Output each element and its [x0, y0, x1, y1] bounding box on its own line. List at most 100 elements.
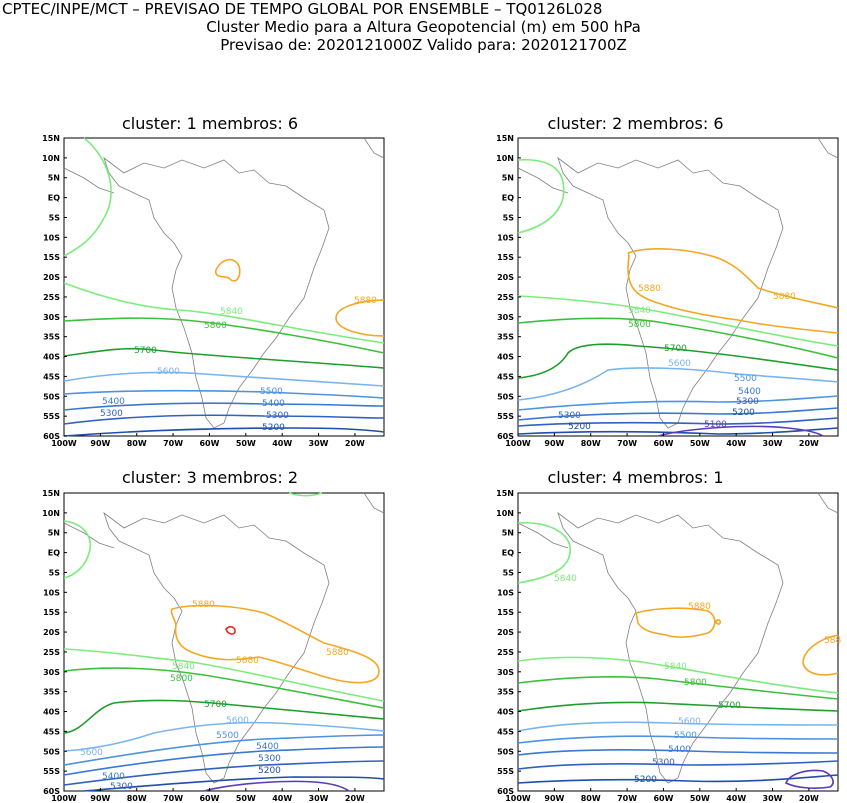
contour-5880: [627, 248, 839, 334]
lat-tick-label: 25S: [497, 293, 514, 302]
lon-tick-label: 70W: [163, 794, 183, 803]
contour-5300: [63, 414, 385, 425]
lon-tick-label: 40W: [726, 439, 746, 446]
contour-5880-interior: [635, 607, 716, 638]
lon-tick-label: 100W: [51, 794, 77, 803]
contour-5840: [517, 295, 839, 347]
lon-tick-label: 90W: [544, 794, 564, 803]
lat-tick-label: 55S: [43, 767, 60, 776]
contour-label: 5840: [628, 306, 651, 316]
lat-tick-label: EQ: [48, 549, 60, 558]
lat-tick-label: 45S: [497, 727, 514, 736]
lat-tick-label: 45S: [43, 372, 60, 381]
contour-5880-east: [802, 634, 839, 676]
contour-label: 5300: [100, 409, 123, 419]
lon-tick-label: 50W: [690, 439, 710, 446]
contour-5100: [784, 769, 834, 789]
contour-label: 5600: [157, 367, 180, 377]
lat-tick-label: EQ: [502, 194, 514, 203]
lon-tick-label: 90W: [90, 794, 110, 803]
africa-coast: [817, 492, 839, 514]
contour-label: 5700: [204, 700, 227, 710]
lat-tick-label: 50S: [497, 747, 514, 756]
coastline: [557, 156, 784, 429]
contour-5100: [203, 780, 350, 792]
map-frame: [517, 137, 839, 437]
panel-cluster-1: cluster: 1 membros: 6 5880 5840 5800 570: [0, 110, 420, 446]
header-title-line: CPTEC/INPE/MCT – PREVISAO DE TEMPO GLOBA…: [2, 0, 603, 18]
contour-label: 5400: [102, 397, 125, 407]
lat-tick-label: 5N: [48, 174, 60, 183]
lat-tick-label: 25S: [43, 648, 60, 657]
contour-label: 5500: [674, 731, 697, 741]
contour-5300: [517, 760, 839, 770]
map-panel-2: 5880 5880 5840 5800 5700 5600 5500 5400 …: [496, 134, 839, 446]
lat-tick-label: 5N: [502, 174, 514, 183]
contour-5800: [63, 667, 385, 709]
coastline: [557, 511, 784, 784]
lon-tick-label: 100W: [505, 439, 531, 446]
lat-tick-label: 40S: [497, 708, 514, 717]
contour-5920: [225, 626, 236, 635]
contour-label: 5400: [262, 399, 285, 409]
lon-axis: 100W 90W 80W 70W 60W 50W 40W 30W 20W: [51, 433, 365, 446]
lat-tick-label: EQ: [502, 549, 514, 558]
contour-5840: [63, 282, 385, 344]
lon-tick-label: 70W: [163, 439, 183, 446]
contour-label: 5300: [266, 411, 289, 421]
contour-5840-ne: [288, 492, 323, 497]
panel-cluster-2: cluster: 2 membros: 6 5880 5880 5840 580…: [424, 110, 847, 446]
contour-5500: [63, 389, 385, 399]
contour-5300: [517, 417, 839, 427]
contour-label: 5840: [220, 307, 243, 317]
contour-5400: [63, 746, 385, 776]
contour-5880-closed-interior: [214, 258, 241, 282]
lat-tick-label: 30S: [497, 668, 514, 677]
contour-label: 5300: [652, 758, 675, 768]
contour-5880-east: [335, 299, 385, 337]
contour-label: 5600: [668, 359, 691, 369]
central-america-coast: [63, 522, 115, 549]
lat-tick-label: 50S: [43, 747, 60, 756]
contour-label: 5880: [192, 600, 215, 610]
contour-label: 5300: [558, 411, 581, 421]
header-subtitle-line: Cluster Medio para a Altura Geopotencial…: [206, 18, 641, 36]
lon-tick-label: 20W: [799, 794, 819, 803]
contour-label: 5100: [704, 420, 727, 430]
contour-5700: [517, 701, 839, 712]
lat-tick-label: 20S: [43, 628, 60, 637]
lat-tick-label: EQ: [48, 194, 60, 203]
lon-axis: 100W 90W 80W 70W 60W 50W 40W 30W 20W: [51, 788, 365, 803]
lon-tick-label: 60W: [653, 794, 673, 803]
contour-5500: [517, 735, 839, 744]
central-america-coast: [517, 522, 569, 549]
contour-5700: [63, 347, 385, 369]
contour-label: 588: [824, 636, 841, 646]
lat-tick-label: 10N: [496, 154, 514, 163]
africa-coast: [363, 492, 385, 514]
lon-tick-label: 90W: [90, 439, 110, 446]
contour-5500: [517, 395, 839, 411]
contour-label: 5200: [258, 766, 281, 776]
lat-tick-label: 35S: [497, 688, 514, 697]
contour-5100: [657, 425, 824, 437]
contour-5880: [170, 604, 380, 684]
lon-axis: 100W 90W 80W 70W 60W 50W 40W 30W 20W: [505, 788, 819, 803]
contour-label: 5400: [102, 772, 125, 782]
lat-tick-label: 35S: [43, 333, 60, 342]
contour-5200: [63, 427, 385, 437]
lon-tick-label: 100W: [505, 794, 531, 803]
lat-tick-label: 55S: [497, 767, 514, 776]
lat-tick-label: 15N: [42, 134, 60, 143]
contour-label: 5300: [110, 782, 133, 792]
lon-axis: 100W 90W 80W 70W 60W 50W 40W 30W 20W: [505, 433, 819, 446]
panel-title: cluster: 4 membros: 1: [547, 468, 724, 487]
contour-label: 5840: [172, 662, 195, 672]
lat-tick-label: 60S: [497, 787, 514, 796]
figure-header: CPTEC/INPE/MCT – PREVISAO DE TEMPO GLOBA…: [0, 0, 847, 54]
panel-title: cluster: 1 membros: 6: [121, 114, 299, 133]
lon-tick-label: 80W: [127, 794, 147, 803]
coastline: [103, 156, 330, 429]
contour-5800: [517, 317, 839, 359]
map-panel-1: 5880 5840 5800 5700 5600 5500 5400 5400 …: [42, 134, 385, 446]
